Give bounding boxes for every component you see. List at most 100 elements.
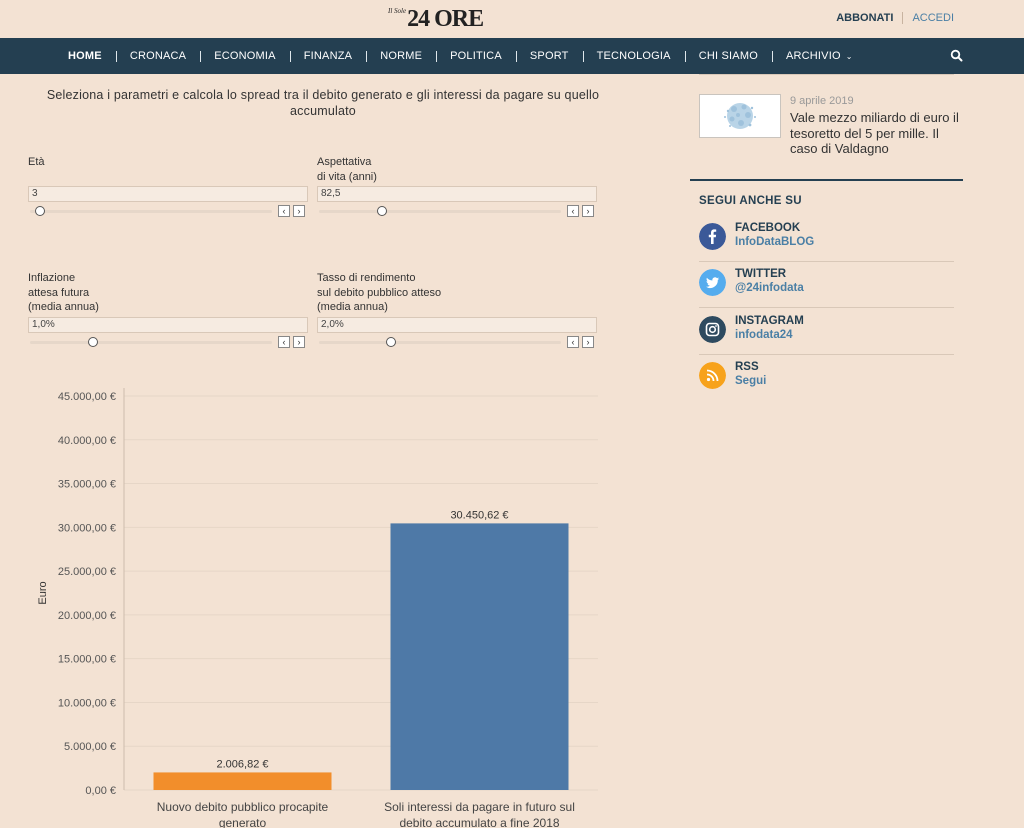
social-instagram[interactable]: INSTAGRAM infodata24	[699, 315, 954, 361]
y-tick-label: 0,00 €	[85, 785, 116, 797]
article-date: 9 aprile 2019	[790, 95, 854, 107]
bar-2	[390, 523, 569, 790]
facebook-icon	[699, 223, 726, 250]
logo-title: 24 ORE	[407, 6, 484, 32]
decrement-button[interactable]: ‹	[278, 335, 290, 348]
slider-knob[interactable]	[386, 336, 397, 347]
subscribe-link[interactable]: ABBONATI	[836, 12, 894, 24]
y-tick-label: 25.000,00 €	[58, 566, 116, 578]
login-link[interactable]: ACCEDI	[912, 12, 954, 24]
social-name: TWITTER	[735, 268, 787, 280]
social-handle: @24infodata	[735, 282, 804, 294]
decrement-button[interactable]: ‹	[278, 205, 290, 217]
instagram-icon	[699, 316, 726, 343]
logo-prefix: Il Sole	[388, 7, 407, 15]
social-rss[interactable]: RSS Segui	[699, 361, 954, 407]
article-thumbnail[interactable]	[699, 94, 781, 138]
param-label: Aspettativa di vita (anni)	[317, 156, 377, 183]
inflazione-slider[interactable]: ‹ ›	[28, 335, 308, 348]
search-icon[interactable]	[950, 49, 964, 63]
thumbnail-image	[724, 103, 756, 129]
decrement-button[interactable]: ‹	[567, 205, 579, 217]
account-links: ABBONATI ACCEDI	[836, 12, 954, 24]
x-tick-label: generato	[219, 816, 267, 828]
nav-item-tecnologia[interactable]: TECNOLOGIA	[582, 50, 685, 62]
bar-chart: 0,00 € 5.000,00 € 10.000,00 € 15.000,00 € 20…	[37, 388, 598, 828]
slider-track	[319, 210, 561, 213]
nav-item-politica[interactable]: POLITICA	[436, 50, 516, 62]
data-label: 30.450,62 €	[450, 509, 508, 521]
twitter-icon	[699, 269, 726, 296]
nav-item-norme[interactable]: NORME	[366, 50, 436, 62]
social-name: INSTAGRAM	[735, 315, 804, 327]
tasso-slider[interactable]: ‹ ›	[317, 335, 597, 348]
nav-item-sport[interactable]: SPORT	[515, 50, 583, 62]
x-tick-label: debito accumulato a fine 2018	[399, 816, 559, 828]
eta-input[interactable]: 3	[28, 186, 308, 202]
site-logo[interactable]: Il Sole 24 ORE	[388, 6, 484, 32]
y-tick-label: 20.000,00 €	[58, 610, 116, 622]
tasso-input[interactable]: 2,0%	[317, 316, 597, 333]
nav-item-cronaca[interactable]: CRONACA	[115, 50, 200, 62]
param-eta: Età 3 ‹ ›	[28, 155, 308, 217]
increment-button[interactable]: ›	[293, 205, 305, 217]
eta-slider[interactable]: ‹ ›	[28, 205, 308, 217]
social-twitter[interactable]: TWITTER @24infodata	[699, 268, 954, 314]
social-handle: infodata24	[735, 329, 793, 341]
social-divider	[699, 261, 954, 262]
nav-item-archivio[interactable]: ARCHIVIO ⌄	[771, 50, 867, 62]
follow-title: SEGUI ANCHE SU	[699, 195, 802, 207]
increment-button[interactable]: ›	[582, 205, 594, 217]
increment-button[interactable]: ›	[582, 335, 594, 348]
y-tick-label: 5.000,00 €	[64, 741, 116, 753]
nav-item-home[interactable]: HOME	[68, 50, 102, 62]
decrement-button[interactable]: ‹	[567, 335, 579, 348]
slider-knob[interactable]	[34, 206, 45, 216]
slider-knob[interactable]	[88, 336, 98, 347]
chevron-down-icon: ⌄	[845, 52, 853, 61]
y-tick-label: 30.000,00 €	[58, 522, 116, 534]
social-facebook[interactable]: FACEBOOK InfoDataBLOG	[699, 222, 954, 268]
param-tasso: Tasso di rendimento sul debito pubblico …	[317, 271, 597, 348]
social-name: RSS	[735, 361, 759, 373]
slider-track	[319, 340, 561, 344]
calculator-intro: Seleziona i parametri e calcola lo sprea…	[46, 88, 600, 118]
social-divider	[699, 307, 954, 308]
param-inflazione: Inflazione attesa futura (media annua) 1…	[28, 271, 308, 348]
top-bar: Il Sole 24 ORE ABBONATI ACCEDI	[0, 0, 1024, 38]
nav-item-chi-siamo[interactable]: CHI SIAMO	[684, 50, 772, 62]
y-tick-label: 40.000,00 €	[58, 435, 116, 447]
y-axis-label: Euro	[37, 581, 49, 604]
param-label: Età	[28, 156, 45, 168]
x-tick-label: Nuovo debito pubblico procapite	[157, 800, 329, 814]
social-divider	[699, 354, 954, 355]
aspettativa-slider[interactable]: ‹ ›	[317, 205, 597, 217]
nav-item-economia[interactable]: ECONOMIA	[200, 50, 290, 62]
slider-track	[30, 210, 272, 213]
param-label: Tasso di rendimento sul debito pubblico …	[317, 272, 442, 313]
y-tick-label: 35.000,00 €	[58, 479, 116, 491]
social-handle: InfoDataBLOG	[735, 236, 815, 248]
data-label: 2.006,82 €	[217, 758, 269, 770]
slider-track	[30, 340, 272, 344]
nav-item-finanza[interactable]: FINANZA	[289, 50, 366, 62]
nav-items: HOME CRONACA ECONOMIA FINANZA NORME POLI…	[54, 38, 867, 74]
y-tick-label: 45.000,00 €	[58, 391, 116, 403]
slider-knob[interactable]	[377, 206, 387, 216]
y-tick-label: 10.000,00 €	[58, 697, 116, 709]
nav-item-archivio-label: ARCHIVIO	[785, 50, 841, 62]
main-nav: HOME CRONACA ECONOMIA FINANZA NORME POLI…	[0, 38, 1024, 74]
param-label: Inflazione attesa futura (media annua)	[28, 272, 99, 313]
social-handle: Segui	[735, 375, 767, 387]
article-headline[interactable]: Vale mezzo miliardo di euro il tesoretto…	[790, 110, 959, 156]
increment-button[interactable]: ›	[293, 335, 305, 348]
inflazione-input[interactable]: 1,0%	[28, 316, 308, 333]
sidebar-divider	[699, 74, 954, 75]
aspettativa-input[interactable]: 82,5	[317, 186, 597, 202]
bar-1	[153, 772, 332, 790]
y-tick-label: 15.000,00 €	[58, 654, 116, 666]
account-divider	[902, 12, 904, 24]
x-tick-label: Soli interessi da pagare in futuro sul	[384, 800, 575, 814]
rss-icon	[699, 362, 726, 389]
social-name: FACEBOOK	[735, 222, 801, 234]
